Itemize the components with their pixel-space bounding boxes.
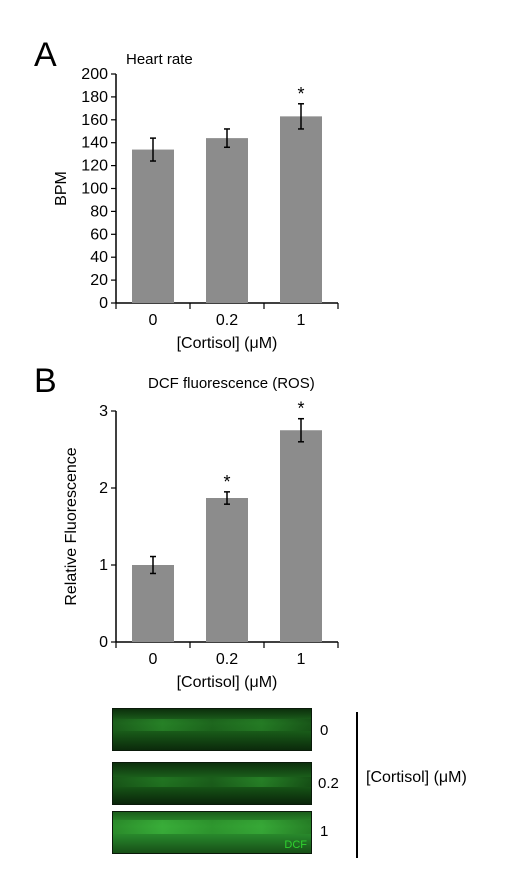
micrograph-axis-label: [Cortisol] (μM)	[366, 769, 467, 786]
x-tick-label-1: 1	[297, 312, 306, 329]
bar-0.2	[206, 138, 248, 303]
micrograph-1: DCF	[112, 811, 312, 854]
y-tick-label: 0	[99, 295, 108, 312]
x-tick-label-1: 1	[297, 651, 306, 668]
micrograph-label-0.2: 0.2	[318, 775, 339, 792]
x-tick-label-0.2: 0.2	[216, 312, 238, 329]
x-tick-label-0: 0	[149, 312, 158, 329]
y-tick-label: 20	[90, 272, 108, 289]
bar-1	[280, 116, 322, 304]
panel-b-letter: B	[34, 362, 57, 400]
y-tick-label: 80	[90, 203, 108, 220]
micrograph-0	[112, 708, 312, 751]
chart-a-title: Heart rate	[126, 51, 193, 68]
y-tick-label: 160	[81, 112, 108, 129]
chart-b-title: DCF fluorescence (ROS)	[148, 375, 315, 392]
chart-a: 0 20 40 60 80 100 120 140 160 180 200 0 0.2 * 1 [Cortis…	[53, 66, 339, 352]
y-tick-label: 1	[99, 557, 108, 574]
bar-0	[132, 149, 174, 303]
micrograph-label-1: 1	[320, 823, 329, 840]
y-axis-label: BPM	[53, 171, 70, 206]
micrograph-label-0: 0	[320, 722, 329, 739]
y-tick-label: 60	[90, 226, 108, 243]
bar-0	[132, 565, 174, 642]
y-tick-label: 3	[99, 403, 108, 420]
panel-a-letter: A	[34, 36, 57, 74]
significance-marker: *	[297, 84, 304, 104]
significance-marker: *	[223, 472, 230, 492]
x-axis-label: [Cortisol] (μM)	[177, 335, 278, 352]
x-axis-label: [Cortisol] (μM)	[177, 674, 278, 691]
micrograph-0.2	[112, 762, 312, 805]
y-axis-label: Relative Fluorescence	[63, 447, 80, 605]
micrograph-bracket-line	[356, 712, 358, 858]
dcf-stain-label: DCF	[284, 839, 307, 851]
x-tick-label-0.2: 0.2	[216, 651, 238, 668]
x-tick-label-0: 0	[149, 651, 158, 668]
y-tick-label: 2	[99, 480, 108, 497]
y-tick-label: 40	[90, 249, 108, 266]
bar-0.2	[206, 498, 248, 642]
y-tick-label: 180	[81, 89, 108, 106]
bar-1	[280, 430, 322, 642]
y-tick-label: 140	[81, 135, 108, 152]
y-tick-label: 200	[81, 66, 108, 83]
y-tick-label: 120	[81, 158, 108, 175]
y-tick-label: 0	[99, 634, 108, 651]
y-tick-label: 100	[81, 181, 108, 198]
chart-b: 0 1 2 3 0 * 0.2 * 1 [Cortisol] (μM) Relative Fluor…	[63, 399, 339, 691]
significance-marker: *	[297, 399, 304, 419]
